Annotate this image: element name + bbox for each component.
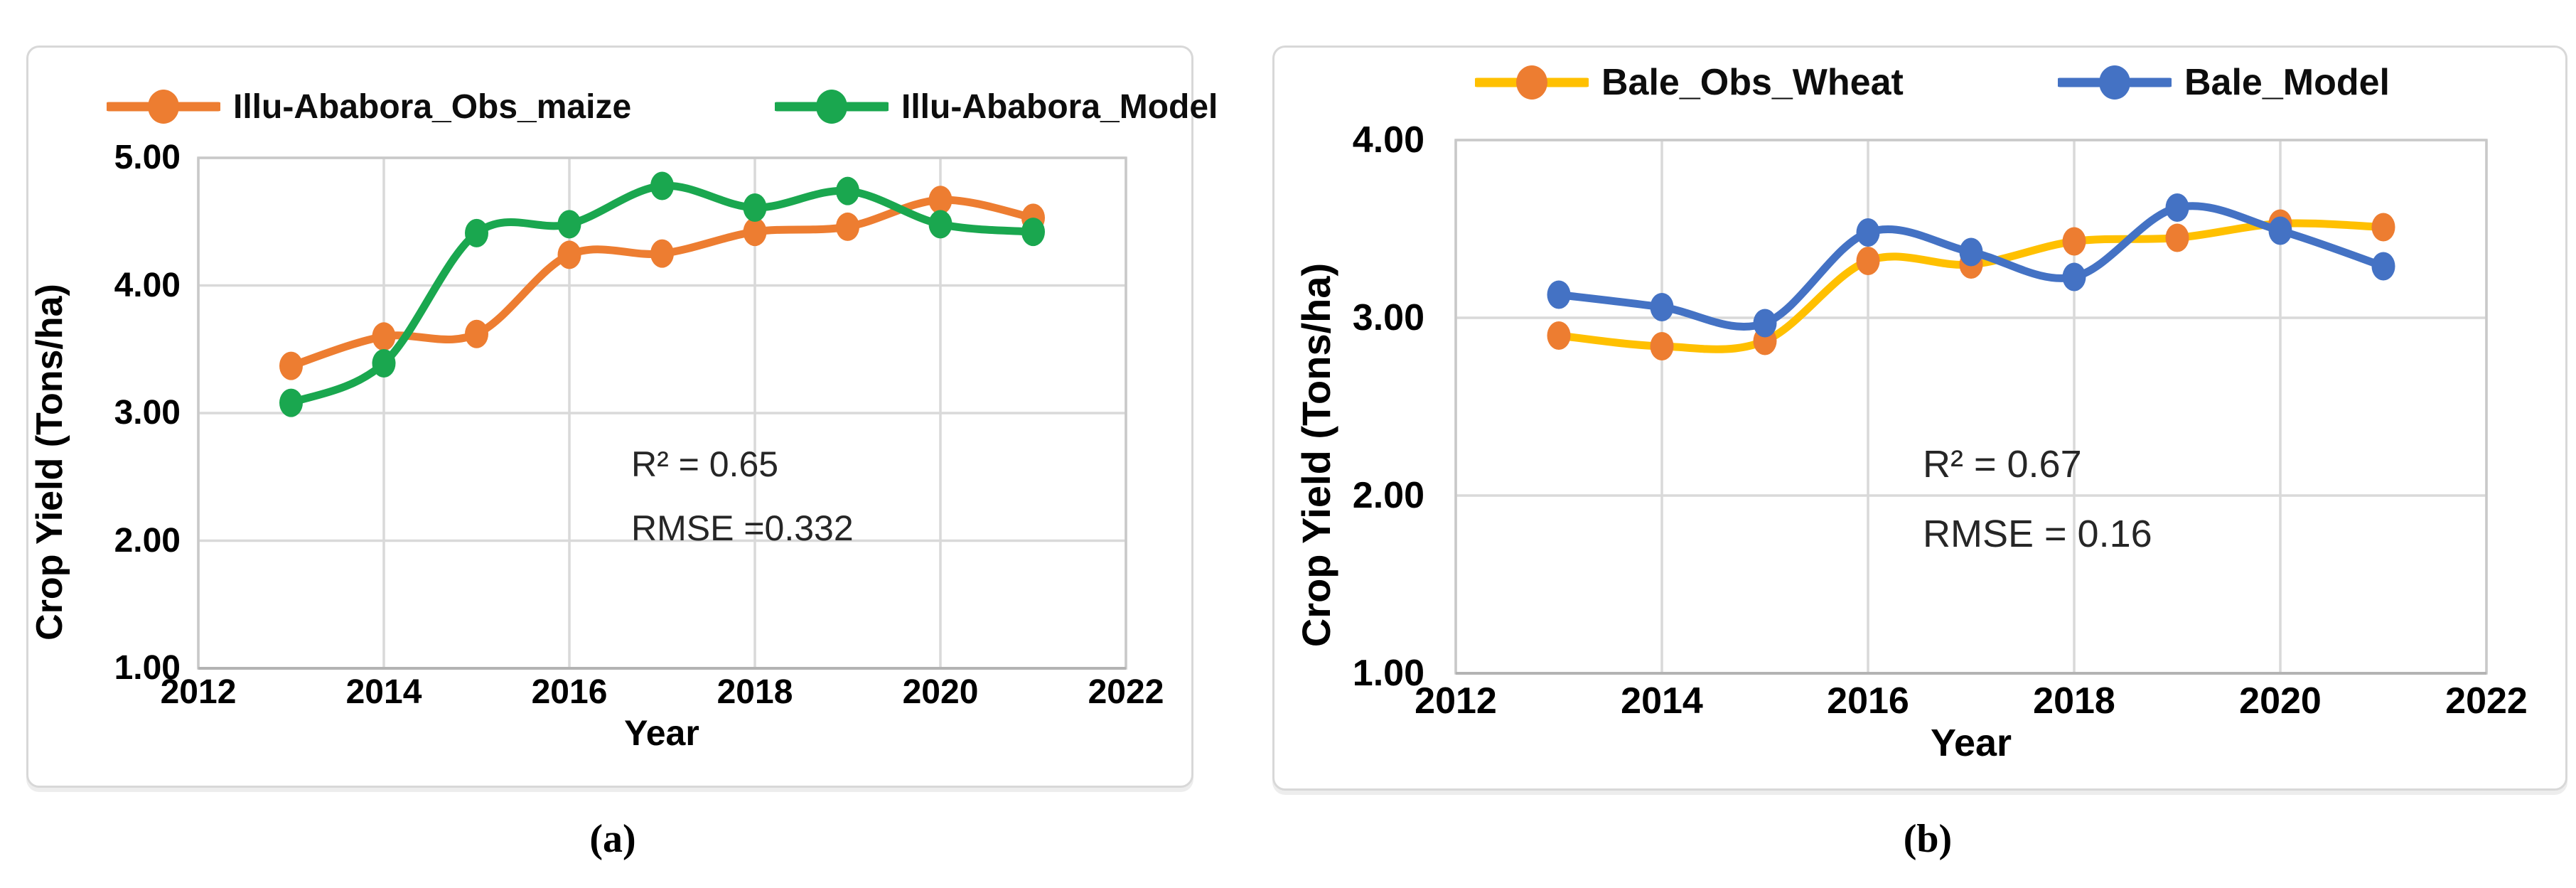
y-axis-title-a: Crop Yield (Tons/ha) [29,284,70,641]
x-tick-label: 2018 [717,673,793,711]
legend-marker-icon [816,90,847,124]
legend-label: Illu-Ababora_Model [901,87,1218,126]
legend-item-Bale_Obs_Wheat: Bale_Obs_Wheat [1475,60,1904,105]
legend-item-Illu-Ababora_Obs_maize: Illu-Ababora_Obs_maize [107,84,631,129]
legend-label: Bale_Model [2184,62,2390,103]
legend-swatch-icon [107,90,220,124]
legend-marker-icon [2099,65,2130,100]
y-tick-label: 4.00 [1352,119,1424,161]
x-tick-label: 2014 [1621,680,1703,722]
caption-a: (a) [589,817,636,861]
y-tick-label: 5.00 [114,139,181,176]
x-axis-title-a: Year [624,713,699,753]
legend-marker-icon [1516,65,1547,100]
x-tick-label: 2012 [160,673,237,711]
y-axis-title-b: Crop Yield (Tons/ha) [1294,262,1338,648]
legend-item-Illu-Ababora_Model: Illu-Ababora_Model [775,84,1218,129]
r2-annotation-a: R² = 0.65 [631,444,779,484]
x-tick-label: 2016 [1827,680,1909,722]
y-tick-label: 1.00 [1352,653,1424,694]
y-tick-label: 2.00 [1352,475,1424,516]
y-tick-label: 1.00 [114,649,181,687]
x-tick-label: 2012 [1415,680,1497,722]
legend-swatch-icon [775,90,889,124]
legend-marker-icon [148,90,179,124]
legend-swatch-icon [2058,65,2172,100]
x-tick-label: 2016 [531,673,608,711]
rmse-annotation-a: RMSE =0.332 [631,508,854,548]
x-tick-label: 2018 [2033,680,2115,722]
x-tick-label: 2020 [902,673,979,711]
x-axis-title-b: Year [1930,722,2012,764]
legend-item-Bale_Model: Bale_Model [2058,60,2390,105]
caption-b: (b) [1903,817,1953,861]
y-tick-label: 4.00 [114,266,181,304]
chart-panel-b [1272,46,2567,791]
y-tick-label: 2.00 [114,521,181,560]
legend-label: Illu-Ababora_Obs_maize [233,87,632,126]
legend-swatch-icon [1475,65,1589,100]
r2-annotation-b: R² = 0.67 [1923,443,2082,486]
x-tick-label: 2022 [2445,680,2528,722]
y-tick-label: 3.00 [114,394,181,432]
x-tick-label: 2020 [2239,680,2322,722]
x-tick-label: 2014 [345,673,422,711]
x-tick-label: 2022 [1088,673,1164,711]
y-tick-label: 3.00 [1352,297,1424,338]
rmse-annotation-b: RMSE = 0.16 [1923,513,2152,555]
legend-label: Bale_Obs_Wheat [1601,62,1904,103]
